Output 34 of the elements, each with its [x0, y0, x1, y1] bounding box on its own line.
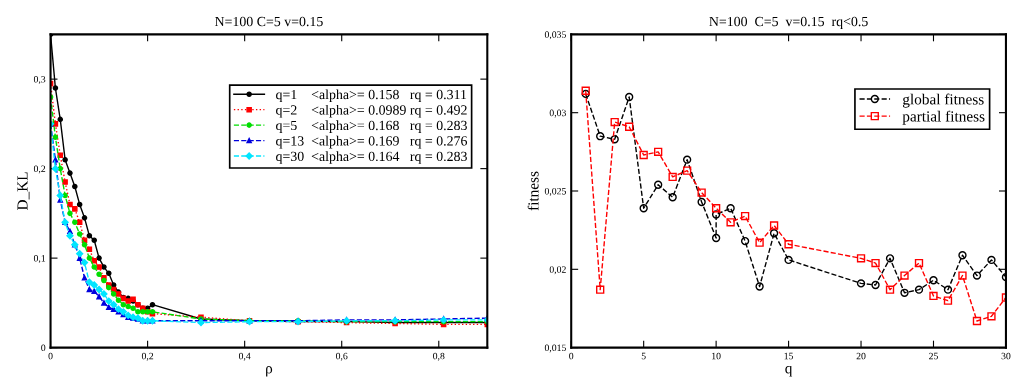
x-axis-title: ρ [266, 366, 273, 377]
x-tick-label: 20 [856, 352, 866, 360]
y-axis-title: fitness [527, 171, 539, 211]
y-tick-label: 0 [41, 344, 46, 352]
x-tick-label: 30 [1001, 352, 1011, 360]
y-tick-label: 0,035 [544, 31, 566, 40]
y-tick-label: 0,02 [549, 266, 566, 275]
y-tick-label: 0,025 [544, 187, 566, 196]
x-tick-label: 0,4 [238, 352, 251, 361]
x-tick-label: 0 [48, 352, 53, 360]
legend-label: q=5 <alpha>= 0.168 rq = 0.283 [276, 120, 467, 133]
y-tick-label: 0,015 [544, 344, 566, 353]
legend-label: q=2 <alpha>= 0.0989 rq = 0.492 [276, 104, 467, 118]
x-tick-label: 10 [712, 352, 721, 360]
x-tick-label: 25 [929, 352, 938, 360]
y-tick-label: 0,1 [33, 255, 46, 263]
x-tick-label: 0,2 [141, 352, 154, 361]
legend-label: global fitness [902, 93, 984, 108]
x-tick-label: 0 [569, 352, 574, 360]
y-axis-title: D_KL [17, 172, 30, 211]
y-tick-label: 0,2 [33, 165, 46, 174]
x-tick-label: 0,6 [336, 352, 348, 361]
legend-label: q=13 <alpha>= 0.169 rq = 0.276 [276, 135, 468, 149]
legend-label: q=1 <alpha>= 0.158 rq = 0.311 [276, 89, 467, 103]
x-tick-label: 5 [641, 352, 646, 360]
chart-title: N=100 C=5 v=0.15 [214, 16, 323, 27]
y-tick-label: 0,3 [33, 76, 46, 84]
y-tick-label: 0,03 [549, 109, 566, 118]
legend-label: q=30 <alpha>= 0.164 rq = 0.283 [276, 151, 467, 164]
x-tick-label: 15 [784, 352, 794, 360]
x-tick-label: 0,8 [433, 352, 445, 361]
x-axis-title: q [785, 365, 793, 377]
chart-title: N=100 C=5 v=0.15 rq<0.5 [709, 16, 868, 29]
legend-label: partial fitness [902, 110, 985, 125]
